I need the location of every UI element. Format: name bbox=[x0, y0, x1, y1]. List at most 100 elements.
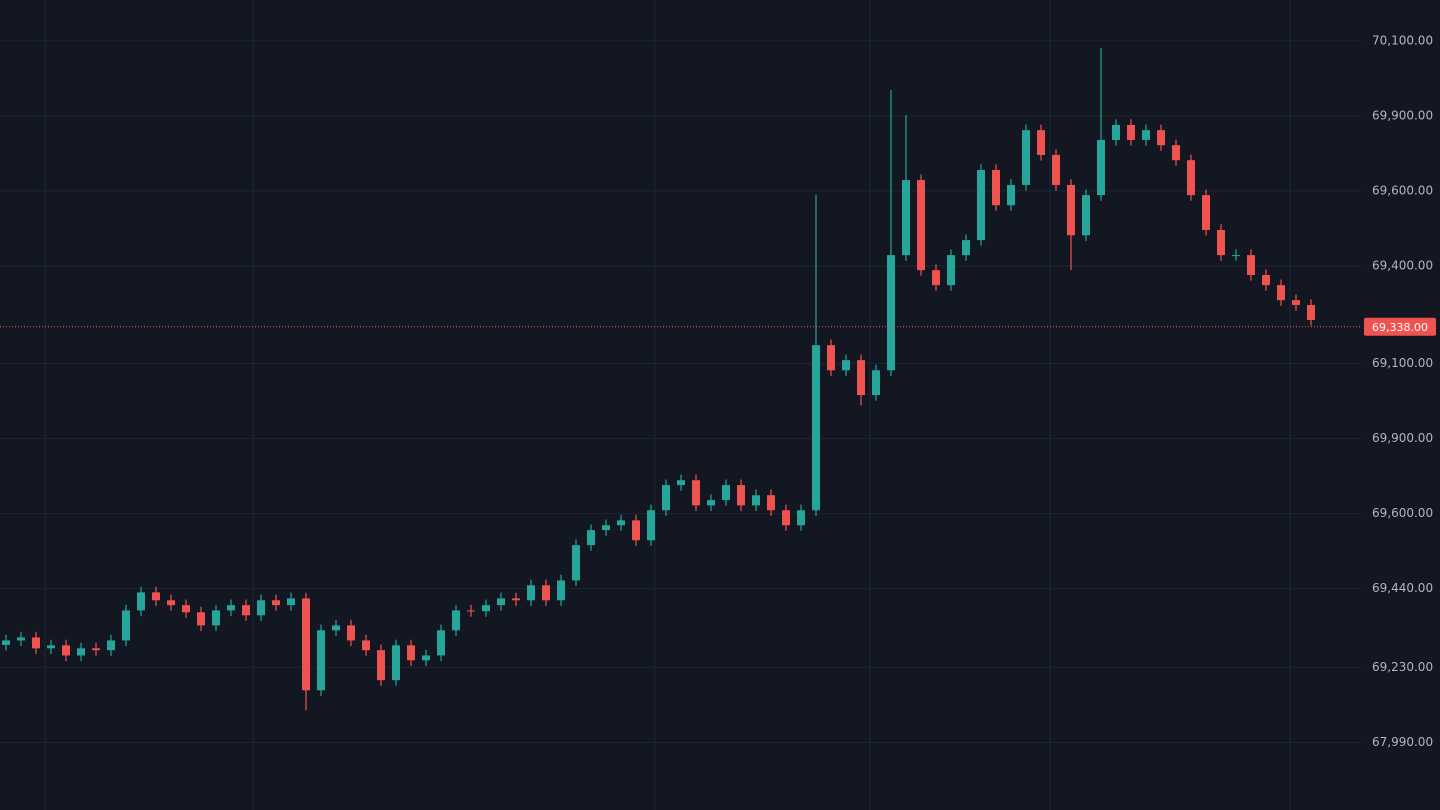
candle-body bbox=[902, 180, 910, 256]
candle-body bbox=[812, 345, 820, 511]
candle-body bbox=[1292, 300, 1300, 306]
candle-body bbox=[182, 605, 190, 613]
candle-body bbox=[917, 180, 925, 271]
candle-body bbox=[662, 485, 670, 511]
y-tick-label: 69,100.00 bbox=[1372, 356, 1433, 370]
candle-body bbox=[1187, 160, 1195, 196]
candle-body bbox=[782, 510, 790, 526]
candle-body bbox=[1157, 130, 1165, 146]
candle-body bbox=[1127, 124, 1135, 140]
y-tick-label: 69,600.00 bbox=[1372, 506, 1433, 520]
y-tick-label: 70,100.00 bbox=[1372, 33, 1433, 47]
candle-body bbox=[557, 580, 565, 601]
candle-body bbox=[857, 360, 865, 396]
candle-body bbox=[1142, 130, 1150, 140]
y-tick-label: 67,990.00 bbox=[1372, 735, 1433, 749]
candle-body bbox=[752, 495, 760, 506]
candle-body bbox=[527, 585, 535, 601]
candle-body bbox=[992, 169, 1000, 206]
y-tick-label: 69,400.00 bbox=[1372, 258, 1433, 272]
candle-body bbox=[2, 640, 10, 645]
candle-body bbox=[1262, 275, 1270, 286]
candle-body bbox=[347, 625, 355, 641]
candle-body bbox=[332, 625, 340, 631]
candle-body bbox=[422, 655, 430, 661]
candle-body bbox=[167, 600, 175, 606]
candle-body bbox=[1067, 184, 1075, 236]
candle-body bbox=[797, 510, 805, 526]
candle-body bbox=[227, 605, 235, 611]
candle-body bbox=[497, 598, 505, 606]
candle-body bbox=[647, 510, 655, 541]
candle-body bbox=[482, 605, 490, 612]
candle-body bbox=[737, 485, 745, 506]
candle-body bbox=[107, 640, 115, 651]
vertical-grid bbox=[44, 0, 1291, 810]
candle-body bbox=[1022, 130, 1030, 185]
candle-body bbox=[152, 592, 160, 601]
candle-body bbox=[407, 645, 415, 661]
candle-body bbox=[1202, 195, 1210, 230]
y-tick-label: 69,440.00 bbox=[1372, 581, 1433, 595]
candle-body bbox=[1217, 229, 1225, 256]
candle-body bbox=[842, 360, 850, 371]
candle-body bbox=[542, 585, 550, 601]
candle-body bbox=[1052, 154, 1060, 185]
candle-body bbox=[722, 485, 730, 501]
candle-body bbox=[617, 520, 625, 526]
candle-body bbox=[272, 600, 280, 606]
candle-body bbox=[287, 598, 295, 606]
candle-body bbox=[257, 600, 265, 616]
candle-body bbox=[62, 645, 70, 656]
candle-body bbox=[602, 525, 610, 531]
candle-body bbox=[137, 592, 145, 611]
candle-body bbox=[392, 645, 400, 681]
candle-body bbox=[1232, 255, 1240, 257]
candle-body bbox=[197, 612, 205, 626]
last-price-label: 69,338.00 bbox=[1372, 321, 1428, 334]
candle-body bbox=[1307, 305, 1315, 321]
candle-body bbox=[362, 640, 370, 651]
candle-body bbox=[887, 255, 895, 371]
candle-body bbox=[437, 630, 445, 656]
candle-body bbox=[77, 648, 85, 656]
y-tick-label: 69,600.00 bbox=[1372, 183, 1433, 197]
candle-body bbox=[1277, 285, 1285, 301]
y-tick-label: 69,900.00 bbox=[1372, 108, 1433, 122]
candle-body bbox=[452, 610, 460, 631]
y-tick-label: 69,900.00 bbox=[1372, 431, 1433, 445]
candle-body bbox=[317, 630, 325, 691]
candle-body bbox=[632, 520, 640, 541]
candle-body bbox=[512, 598, 520, 601]
candle-body bbox=[677, 480, 685, 486]
candle-body bbox=[212, 610, 220, 626]
candle-body bbox=[962, 240, 970, 256]
candle-body bbox=[92, 648, 100, 651]
last-price-badge bbox=[1364, 317, 1436, 336]
candle-body bbox=[932, 270, 940, 286]
candle-body bbox=[1007, 184, 1015, 206]
candle-body bbox=[1112, 124, 1120, 140]
candle-body bbox=[122, 610, 130, 641]
candle-body bbox=[977, 169, 985, 241]
candle-body bbox=[827, 345, 835, 371]
candle-body bbox=[1097, 139, 1105, 196]
candle-body bbox=[767, 495, 775, 511]
candle-body bbox=[1247, 255, 1255, 276]
candle-body bbox=[17, 637, 25, 641]
candle-body bbox=[587, 530, 595, 546]
candle-body bbox=[377, 650, 385, 681]
candle-body bbox=[242, 605, 250, 616]
candle-body bbox=[947, 255, 955, 286]
candle-body bbox=[572, 545, 580, 581]
candle-body bbox=[707, 500, 715, 506]
candle-body bbox=[302, 598, 310, 691]
candle-body bbox=[1172, 145, 1180, 161]
y-tick-label: 69,230.00 bbox=[1372, 660, 1433, 674]
candle-body bbox=[32, 637, 40, 649]
candle-body bbox=[467, 610, 475, 612]
candle-body bbox=[1037, 130, 1045, 155]
